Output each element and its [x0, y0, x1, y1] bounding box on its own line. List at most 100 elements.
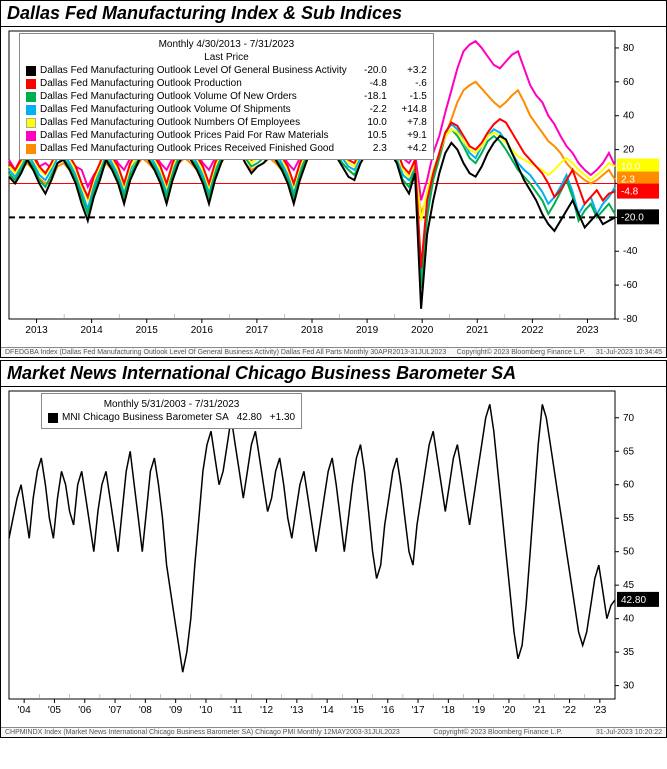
series-value: -20.0: [351, 64, 387, 77]
series-change: +4.2: [391, 142, 427, 155]
footer-mid: Copyright© 2023 Bloomberg Finance L.P.: [457, 349, 586, 356]
series-label: Dallas Fed Manufacturing Outlook Volume …: [40, 103, 347, 116]
svg-text:70: 70: [623, 413, 635, 424]
svg-text:55: 55: [623, 513, 635, 524]
svg-text:2023: 2023: [576, 325, 599, 336]
svg-text:60: 60: [623, 480, 635, 491]
legend-row: Dallas Fed Manufacturing Outlook Level O…: [26, 64, 427, 77]
legend-row: Dallas Fed Manufacturing Outlook Volume …: [26, 90, 427, 103]
series-value: 2.3: [351, 142, 387, 155]
legend2-date-range: Monthly 5/31/2003 - 7/31/2023: [48, 398, 295, 411]
series-value: 10.0: [351, 116, 387, 129]
svg-text:42.80: 42.80: [621, 595, 646, 606]
svg-text:65: 65: [623, 446, 635, 457]
svg-text:30: 30: [623, 681, 635, 692]
svg-text:'07: '07: [109, 705, 122, 716]
series-swatch: [26, 105, 36, 115]
series-label: Dallas Fed Manufacturing Outlook Product…: [40, 77, 347, 90]
series-change: +7.8: [391, 116, 427, 129]
legend-row: Dallas Fed Manufacturing Outlook Numbers…: [26, 116, 427, 129]
series-swatch: [26, 144, 36, 154]
svg-text:2016: 2016: [191, 325, 214, 336]
svg-text:40: 40: [623, 111, 635, 122]
svg-text:'17: '17: [412, 705, 425, 716]
svg-text:'05: '05: [48, 705, 61, 716]
svg-text:'18: '18: [442, 705, 455, 716]
series-label: Dallas Fed Manufacturing Outlook Prices …: [40, 129, 347, 142]
panel2-chart: 303540455055606570'04'05'06'07'08'09'10'…: [1, 387, 666, 727]
chicago-pmi-panel: Market News International Chicago Busine…: [0, 360, 667, 738]
series-change: +3.2: [391, 64, 427, 77]
panel2-footer: CHPMINDX Index (Market News Internationa…: [1, 727, 666, 737]
series-change: -1.5: [391, 90, 427, 103]
svg-text:2017: 2017: [246, 325, 269, 336]
legend-row: Dallas Fed Manufacturing Outlook Prices …: [26, 129, 427, 142]
svg-text:'16: '16: [381, 705, 394, 716]
panel1-chart-wrap: Monthly 4/30/2013 - 7/31/2023 Last Price…: [1, 27, 666, 347]
series-swatch: [26, 131, 36, 141]
series-swatch: [26, 79, 36, 89]
legend2-row: MNI Chicago Business Barometer SA 42.80 …: [48, 411, 295, 424]
svg-text:'08: '08: [139, 705, 152, 716]
svg-text:'20: '20: [502, 705, 515, 716]
svg-text:2013: 2013: [25, 325, 48, 336]
series-label: Dallas Fed Manufacturing Outlook Volume …: [40, 90, 347, 103]
legend-date-range: Monthly 4/30/2013 - 7/31/2023: [26, 38, 427, 51]
series-value: 10.5: [351, 129, 387, 142]
svg-text:'19: '19: [472, 705, 485, 716]
panel1-legend: Monthly 4/30/2013 - 7/31/2023 Last Price…: [19, 33, 434, 160]
svg-text:'15: '15: [351, 705, 364, 716]
svg-text:80: 80: [623, 43, 635, 54]
svg-text:2020: 2020: [411, 325, 434, 336]
svg-text:-4.8: -4.8: [621, 187, 639, 198]
series-swatch: [26, 66, 36, 76]
svg-text:'11: '11: [230, 705, 243, 716]
panel1-footer: DFEDGBA Index (Dallas Fed Manufacturing …: [1, 347, 666, 357]
series-change: +14.8: [391, 103, 427, 116]
series-change: +1.30: [270, 411, 295, 424]
svg-text:'13: '13: [290, 705, 303, 716]
svg-text:2022: 2022: [521, 325, 544, 336]
legend-row: Dallas Fed Manufacturing Outlook Volume …: [26, 103, 427, 116]
svg-text:'22: '22: [563, 705, 576, 716]
svg-text:-60: -60: [623, 280, 638, 291]
svg-text:'10: '10: [199, 705, 212, 716]
svg-text:2019: 2019: [356, 325, 379, 336]
footer-mid: Copyright© 2023 Bloomberg Finance L.P.: [433, 729, 562, 736]
svg-text:-20.0: -20.0: [621, 212, 644, 223]
series-value: -2.2: [351, 103, 387, 116]
series-value: 42.80: [237, 411, 262, 424]
svg-text:'14: '14: [321, 705, 334, 716]
panel2-chart-wrap: Monthly 5/31/2003 - 7/31/2023 MNI Chicag…: [1, 387, 666, 727]
series-label: MNI Chicago Business Barometer SA: [62, 411, 229, 424]
series-value: -4.8: [351, 77, 387, 90]
legend-subtitle: Last Price: [26, 51, 427, 64]
series-label: Dallas Fed Manufacturing Outlook Numbers…: [40, 116, 347, 129]
footer-left: DFEDGBA Index (Dallas Fed Manufacturing …: [5, 349, 446, 356]
svg-text:'04: '04: [18, 705, 31, 716]
svg-text:20: 20: [623, 145, 635, 156]
svg-text:'23: '23: [593, 705, 606, 716]
svg-text:'06: '06: [78, 705, 91, 716]
legend-row: Dallas Fed Manufacturing Outlook Product…: [26, 77, 427, 90]
series-label: Dallas Fed Manufacturing Outlook Prices …: [40, 142, 347, 155]
svg-text:40: 40: [623, 614, 635, 625]
footer-left: CHPMINDX Index (Market News Internationa…: [5, 729, 400, 736]
series-label: Dallas Fed Manufacturing Outlook Level O…: [40, 64, 347, 77]
series-swatch: [48, 413, 58, 423]
svg-text:-40: -40: [623, 246, 638, 257]
svg-text:'12: '12: [260, 705, 273, 716]
series-swatch: [26, 118, 36, 128]
series-value: -18.1: [351, 90, 387, 103]
panel2-legend: Monthly 5/31/2003 - 7/31/2023 MNI Chicag…: [41, 393, 302, 429]
series-change: -.6: [391, 77, 427, 90]
footer-right: 31-Jul-2023 10:34:45: [596, 349, 662, 356]
svg-text:-80: -80: [623, 314, 638, 325]
svg-text:2015: 2015: [136, 325, 159, 336]
svg-text:35: 35: [623, 647, 635, 658]
series-swatch: [26, 92, 36, 102]
svg-text:60: 60: [623, 77, 635, 88]
panel2-title: Market News International Chicago Busine…: [1, 361, 666, 387]
dallas-fed-panel: Dallas Fed Manufacturing Index & Sub Ind…: [0, 0, 667, 358]
panel1-title: Dallas Fed Manufacturing Index & Sub Ind…: [1, 1, 666, 27]
